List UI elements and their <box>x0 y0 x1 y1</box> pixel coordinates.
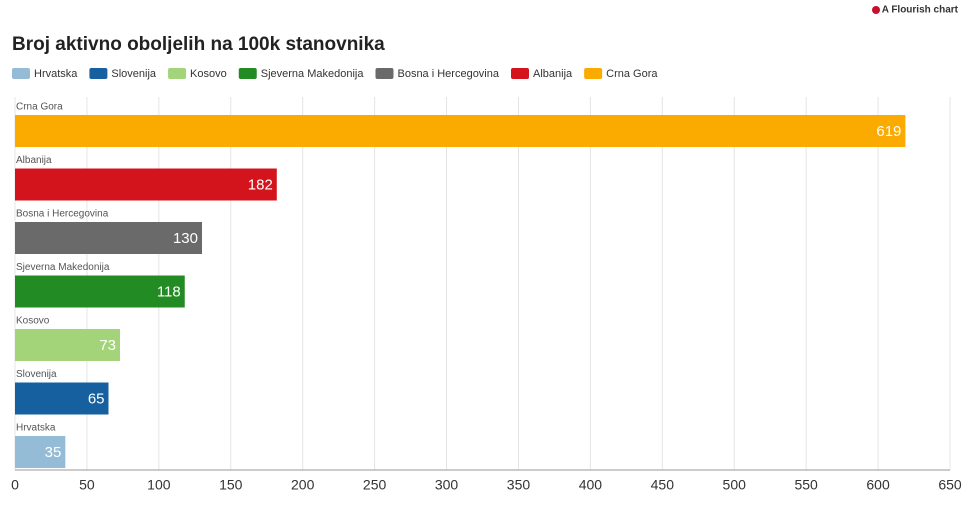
bar <box>15 382 109 415</box>
x-tick-label: 150 <box>219 477 243 493</box>
bar <box>15 115 906 147</box>
value-label: 35 <box>45 444 62 461</box>
x-tick-label: 500 <box>723 477 747 493</box>
x-tick-label: 300 <box>435 477 459 493</box>
credit-icon <box>872 6 880 14</box>
value-label: 130 <box>173 230 198 247</box>
x-tick-label: 0 <box>11 477 19 493</box>
value-label: 182 <box>248 176 273 193</box>
legend-label: Albanija <box>533 68 573 80</box>
category-label: Sjeverna Makedonija <box>16 262 110 273</box>
legend-swatch <box>238 68 257 79</box>
chart-title: Broj aktivno oboljelih na 100k stanovnik… <box>12 34 385 55</box>
value-label: 65 <box>88 390 105 407</box>
bar <box>15 222 202 254</box>
x-tick-label: 450 <box>651 477 675 493</box>
value-label: 73 <box>99 337 116 354</box>
legend-swatch <box>89 68 108 79</box>
category-label: Slovenija <box>16 369 57 380</box>
legend-label: Sjeverna Makedonija <box>261 68 365 80</box>
x-tick-label: 600 <box>866 477 890 493</box>
legend-swatch <box>511 68 529 79</box>
legend-swatch <box>375 68 394 79</box>
legend-label: Kosovo <box>190 68 227 80</box>
legend-label: Slovenija <box>111 68 157 80</box>
x-tick-label: 550 <box>794 477 818 493</box>
x-tick-label: 400 <box>579 477 603 493</box>
x-tick-label: 650 <box>938 477 962 493</box>
bar <box>15 436 66 468</box>
x-tick-label: 50 <box>79 477 95 493</box>
category-label: Kosovo <box>16 316 50 327</box>
category-label: Albanija <box>16 155 52 166</box>
legend-label: Hrvatska <box>34 68 78 80</box>
x-tick-label: 250 <box>363 477 387 493</box>
x-tick-label: 200 <box>291 477 315 493</box>
bar <box>15 329 121 361</box>
credit[interactable]: A Flourish chart <box>882 5 959 16</box>
category-label: Hrvatska <box>16 423 56 434</box>
legend-swatch <box>12 68 30 79</box>
legend-label: Bosna i Hercegovina <box>397 68 499 80</box>
value-label: 619 <box>876 123 901 140</box>
x-tick-label: 100 <box>147 477 171 493</box>
bar <box>15 168 277 201</box>
category-label: Bosna i Hercegovina <box>16 209 109 220</box>
bar <box>15 275 185 308</box>
legend-label: Crna Gora <box>606 68 658 80</box>
value-label: 118 <box>157 283 181 300</box>
x-tick-label: 350 <box>507 477 531 493</box>
legend-swatch <box>168 68 187 79</box>
legend-swatch <box>584 68 603 79</box>
category-label: Crna Gora <box>16 102 63 113</box>
